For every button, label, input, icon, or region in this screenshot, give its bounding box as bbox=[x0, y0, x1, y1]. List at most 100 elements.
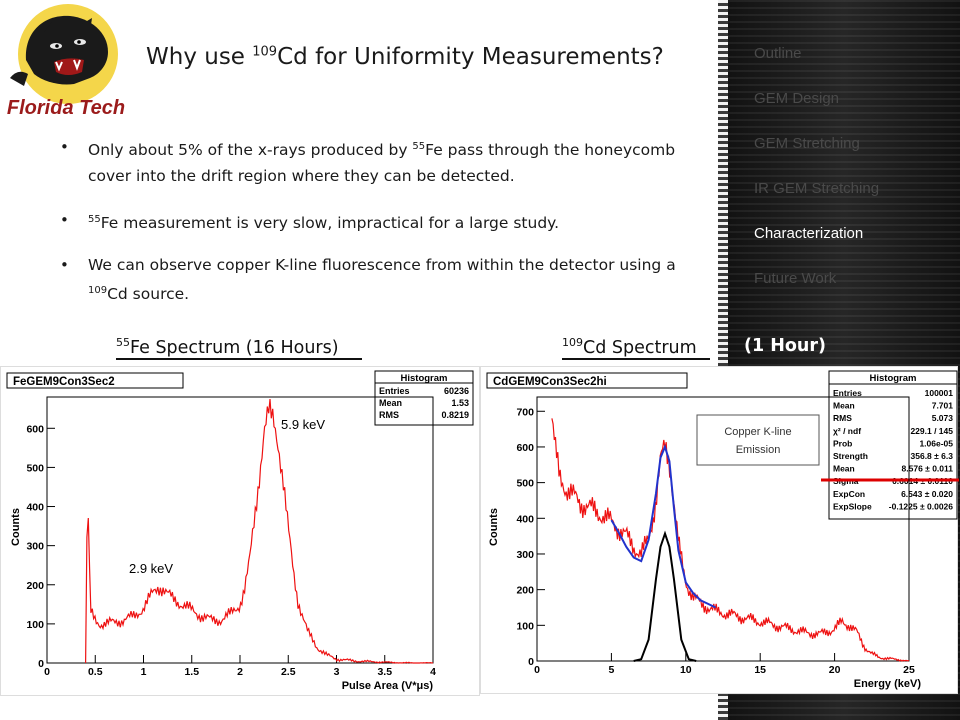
fe-x-tick-label: 2 bbox=[237, 666, 243, 678]
fe-spectrum-label: 55Fe Spectrum (16 Hours) bbox=[116, 336, 339, 358]
cd-y-tick-label: 300 bbox=[516, 549, 534, 561]
cd-frame bbox=[536, 396, 910, 662]
bullet-list: Only about 5% of the x-rays produced by … bbox=[58, 134, 678, 325]
cd-y-axis-label: Counts bbox=[488, 508, 500, 546]
fe-x-tick-label: 0 bbox=[44, 666, 50, 678]
annotation-line-2: Emission bbox=[736, 444, 781, 456]
cd-x-tick-label: 15 bbox=[754, 664, 766, 676]
fe-y-tick-label: 100 bbox=[26, 619, 44, 631]
fe-y-axis-label: Counts bbox=[10, 508, 22, 546]
svg-text:1.53: 1.53 bbox=[451, 398, 469, 408]
fe-x-axis-label: Pulse Area (V*μs) bbox=[342, 680, 434, 692]
fe-histogram bbox=[85, 398, 434, 664]
cd-x-tick-label: 25 bbox=[903, 664, 915, 676]
stats-key: ExpSlope bbox=[833, 501, 872, 511]
fe-spectrum-plot: FeGEM9Con3Sec2 Histogram Entries 60236 M… bbox=[0, 366, 480, 696]
fe-histogram-line bbox=[85, 398, 434, 664]
stats-key: RMS bbox=[833, 413, 852, 423]
stats-value: -0.1225 ± 0.0026 bbox=[889, 501, 953, 511]
cd-x-tick-label: 20 bbox=[829, 664, 841, 676]
title-suffix: Cd for Uniformity Measurements? bbox=[277, 44, 664, 70]
cd-x-tick-label: 0 bbox=[534, 664, 540, 676]
stats-key: Prob bbox=[833, 438, 852, 448]
sidebar-nav: Outline GEM Design GEM Stretching IR GEM… bbox=[754, 36, 944, 306]
cd-x-axis-label: Energy (keV) bbox=[854, 678, 922, 690]
svg-text:Histogram: Histogram bbox=[401, 373, 448, 384]
svg-text:RMS: RMS bbox=[379, 410, 399, 420]
stats-key: Mean bbox=[833, 401, 855, 411]
fe-stats-box: Histogram Entries 60236 Mean 1.53 RMS 0.… bbox=[374, 370, 474, 426]
annotation-line-1: Copper K-line bbox=[724, 426, 791, 438]
fe-x-tick-label: 4 bbox=[430, 666, 436, 678]
bullet-item: We can observe copper K-line fluorescenc… bbox=[58, 252, 678, 307]
cd-fit-line bbox=[610, 443, 717, 609]
fe-x-tick-label: 2.5 bbox=[281, 666, 296, 678]
stats-key: ExpCon bbox=[833, 489, 865, 499]
fe-y-tick-label: 400 bbox=[26, 502, 44, 514]
title-prefix: Why use bbox=[146, 44, 253, 70]
fe-y-tick-label: 200 bbox=[26, 580, 44, 592]
cd-axes: 0 5 10 15 20 25 0 100 200 300 400 500 600 700 bbox=[516, 396, 915, 676]
nav-item-characterization[interactable]: Characterization bbox=[754, 225, 864, 242]
stats-value: 229.1 / 145 bbox=[910, 426, 953, 436]
fe-y-tick-label: 0 bbox=[38, 658, 44, 670]
florida-tech-logo: Florida Tech bbox=[4, 2, 128, 128]
svg-text:Entries: Entries bbox=[379, 386, 410, 396]
cd-y-tick-label: 200 bbox=[516, 585, 534, 597]
stats-value: 100001 bbox=[925, 388, 954, 398]
fe-y-tick-label: 300 bbox=[26, 541, 44, 553]
title-isotope-mass: 109 bbox=[252, 44, 278, 60]
cd-gaussian-line bbox=[633, 530, 697, 662]
nav-item-gem-design[interactable]: GEM Design bbox=[754, 90, 840, 107]
fe-x-tick-label: 1.5 bbox=[184, 666, 199, 678]
stats-key: Strength bbox=[833, 451, 868, 461]
fe-hist-name-box bbox=[6, 372, 184, 389]
cd-y-tick-label: 100 bbox=[516, 620, 534, 632]
stats-value: 356.8 ± 6.3 bbox=[911, 451, 954, 461]
nav-item-future-work[interactable]: Future Work bbox=[754, 270, 837, 287]
fe-hist-name: FeGEM9Con3Sec2 bbox=[13, 376, 115, 388]
stats-key: Entries bbox=[833, 388, 862, 398]
cd-duration-label: (1 Hour) bbox=[744, 336, 827, 356]
cd-label-underline bbox=[562, 358, 710, 360]
annotation-box: Copper K-line Emission bbox=[696, 414, 820, 466]
svg-text:0.8219: 0.8219 bbox=[441, 410, 469, 420]
stats-value: 5.073 bbox=[932, 413, 954, 423]
cd-stats-box: Histogram Entries 100001 Mean 7.701 RMS 5.073… bbox=[828, 370, 958, 520]
stats-value: 1.06e-05 bbox=[919, 438, 953, 448]
fe-x-tick-label: 3 bbox=[334, 666, 340, 678]
stats-value: 6.543 ± 0.020 bbox=[901, 489, 953, 499]
fe-y-tick-label: 500 bbox=[26, 462, 44, 474]
stats-value: 8.576 ± 0.011 bbox=[902, 464, 954, 474]
nav-item-ir-gem-stretching[interactable]: IR GEM Stretching bbox=[754, 180, 880, 197]
slide-title: Why use 109Cd for Uniformity Measurement… bbox=[146, 44, 706, 70]
fe-label-underline bbox=[116, 358, 362, 360]
cd-spectrum-plot: CdGEM9Con3Sec2hi Histogram Entries 100001… bbox=[480, 366, 959, 694]
svg-text:Mean: Mean bbox=[379, 398, 402, 408]
fe-x-tick-label: 0.5 bbox=[88, 666, 103, 678]
fe-y-tick-label: 600 bbox=[26, 423, 44, 435]
svg-text:60236: 60236 bbox=[444, 386, 469, 396]
nav-item-outline[interactable]: Outline bbox=[754, 45, 802, 62]
cd-y-tick-label: 700 bbox=[516, 406, 534, 418]
cd-curves bbox=[551, 418, 910, 662]
nav-item-gem-stretching[interactable]: GEM Stretching bbox=[754, 135, 860, 152]
cd-x-tick-label: 5 bbox=[608, 664, 614, 676]
cd-histogram-line bbox=[551, 418, 910, 662]
fe-x-tick-label: 1 bbox=[141, 666, 147, 678]
stats-value: 7.701 bbox=[932, 401, 954, 411]
cd-y-tick-label: 500 bbox=[516, 478, 534, 490]
stats-key: χ² / ndf bbox=[833, 426, 861, 436]
cd-spectrum-label: 109Cd Spectrum bbox=[562, 336, 697, 358]
cd-x-tick-label: 10 bbox=[680, 664, 692, 676]
fe-x-tick-label: 3.5 bbox=[377, 666, 392, 678]
svg-text:Histogram: Histogram bbox=[870, 373, 917, 384]
fe-axes: 0 0.5 1 1.5 2 2.5 3 3.5 4 0 100 200 300 400 500 600 bbox=[26, 396, 436, 678]
cd-y-tick-label: 0 bbox=[528, 656, 534, 668]
cd-y-tick-label: 400 bbox=[516, 513, 534, 525]
bullet-item: Only about 5% of the x-rays produced by … bbox=[58, 134, 678, 189]
stats-key: Mean bbox=[833, 464, 855, 474]
logo-text: Florida Tech bbox=[7, 97, 125, 119]
fe-peak1-label: 2.9 keV bbox=[129, 561, 173, 576]
cd-y-tick-label: 600 bbox=[516, 442, 534, 454]
